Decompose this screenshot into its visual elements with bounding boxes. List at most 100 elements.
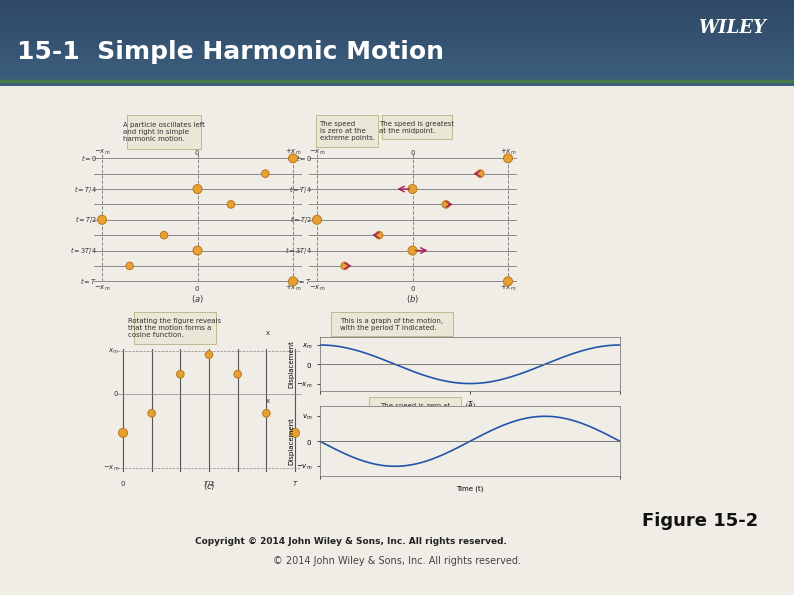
Bar — [0, 15, 794, 16]
Circle shape — [442, 201, 449, 208]
Bar — [0, 5, 794, 7]
Text: x: x — [266, 398, 270, 404]
Bar — [0, 36, 794, 37]
Bar — [0, 54, 794, 55]
Text: $+x_m$: $+x_m$ — [499, 147, 516, 157]
Circle shape — [193, 184, 202, 193]
Circle shape — [288, 277, 298, 286]
Bar — [0, 32, 794, 33]
Text: $(a)$: $(a)$ — [191, 293, 204, 305]
Text: $t=0$: $t=0$ — [80, 154, 97, 163]
Circle shape — [205, 351, 213, 358]
Text: $+x_m$: $+x_m$ — [285, 147, 301, 157]
Text: 15-1  Simple Harmonic Motion: 15-1 Simple Harmonic Motion — [17, 40, 445, 64]
Bar — [0, 7, 794, 8]
Bar — [0, 29, 794, 30]
Bar — [0, 12, 794, 13]
Bar — [0, 43, 794, 44]
Bar — [0, 51, 794, 52]
Text: $+x_m$: $+x_m$ — [499, 283, 516, 293]
Bar — [0, 33, 794, 35]
Bar — [0, 73, 794, 74]
Bar — [0, 37, 794, 39]
Bar — [0, 60, 794, 61]
Bar — [0, 44, 794, 45]
Bar — [0, 84, 794, 85]
FancyBboxPatch shape — [127, 115, 201, 149]
Text: Figure 15-2: Figure 15-2 — [642, 512, 758, 530]
Bar — [0, 24, 794, 25]
Bar — [0, 16, 794, 17]
Bar — [0, 17, 794, 18]
Bar — [0, 69, 794, 70]
Bar — [0, 2, 794, 3]
Circle shape — [503, 154, 512, 163]
Bar — [0, 71, 794, 72]
Bar — [0, 20, 794, 21]
Text: $0$: $0$ — [195, 284, 201, 293]
Bar — [0, 81, 794, 82]
Text: $t=T/4$: $t=T/4$ — [74, 183, 97, 195]
Circle shape — [376, 231, 383, 239]
Text: $t=T/2$: $t=T/2$ — [75, 214, 97, 226]
Text: $+x_m$: $+x_m$ — [285, 283, 301, 293]
X-axis label: Time (t): Time (t) — [457, 409, 484, 416]
Text: The speed is greatest
at x = 0.: The speed is greatest at x = 0. — [403, 447, 478, 460]
Bar — [0, 28, 794, 29]
Bar — [0, 23, 794, 24]
Circle shape — [176, 371, 184, 378]
Y-axis label: Displacement: Displacement — [288, 417, 295, 465]
Text: $T$: $T$ — [291, 480, 299, 488]
Text: $-x_m$: $-x_m$ — [309, 148, 326, 157]
Bar — [0, 79, 794, 80]
Text: $-x_m$: $-x_m$ — [94, 284, 110, 293]
Text: $-x_m$: $-x_m$ — [102, 464, 119, 473]
Circle shape — [263, 409, 270, 417]
Circle shape — [341, 262, 349, 270]
Text: This is a graph of the motion,
with the period T indicated.: This is a graph of the motion, with the … — [341, 318, 444, 331]
X-axis label: Time (t): Time (t) — [457, 486, 484, 492]
Text: Rotating the figure reveals
that the motion forms a
cosine function.: Rotating the figure reveals that the mot… — [129, 318, 222, 339]
Circle shape — [193, 246, 202, 255]
Circle shape — [148, 409, 156, 417]
Circle shape — [313, 215, 322, 224]
Bar — [0, 48, 794, 49]
Bar — [0, 80, 794, 81]
Bar — [0, 39, 794, 40]
Circle shape — [503, 277, 512, 286]
Bar — [0, 52, 794, 53]
Bar — [0, 61, 794, 62]
Bar — [0, 45, 794, 46]
Text: x: x — [266, 330, 270, 336]
Bar — [0, 14, 794, 15]
Bar — [0, 46, 794, 48]
Text: $0$: $0$ — [410, 284, 415, 293]
Text: $t=T$: $t=T$ — [295, 276, 312, 286]
FancyBboxPatch shape — [369, 397, 461, 421]
Text: $(b)$: $(b)$ — [406, 293, 419, 305]
Circle shape — [227, 201, 235, 208]
Circle shape — [126, 262, 133, 270]
Circle shape — [234, 371, 241, 378]
Bar — [0, 83, 794, 84]
Bar — [0, 1, 794, 2]
Text: Copyright © 2014 John Wiley & Sons, Inc. All rights reserved.: Copyright © 2014 John Wiley & Sons, Inc.… — [195, 537, 507, 546]
Text: $t=0$: $t=0$ — [295, 154, 312, 163]
Bar — [0, 77, 794, 78]
Text: WILEY: WILEY — [699, 18, 766, 37]
Text: A particle oscillates left
and right in simple
harmonic motion.: A particle oscillates left and right in … — [123, 123, 205, 142]
Bar — [0, 40, 794, 41]
FancyBboxPatch shape — [331, 312, 453, 336]
Bar — [0, 4, 794, 5]
Text: The speed
is zero at the
extreme points.: The speed is zero at the extreme points. — [319, 121, 375, 141]
Bar — [0, 65, 794, 66]
Bar — [0, 70, 794, 71]
Text: The speed is greatest
at the midpoint.: The speed is greatest at the midpoint. — [380, 121, 455, 134]
Circle shape — [408, 184, 417, 193]
FancyBboxPatch shape — [316, 115, 378, 148]
Bar — [0, 27, 794, 28]
Bar — [0, 85, 794, 86]
Bar — [0, 26, 794, 27]
FancyBboxPatch shape — [389, 437, 491, 469]
Bar — [0, 13, 794, 14]
